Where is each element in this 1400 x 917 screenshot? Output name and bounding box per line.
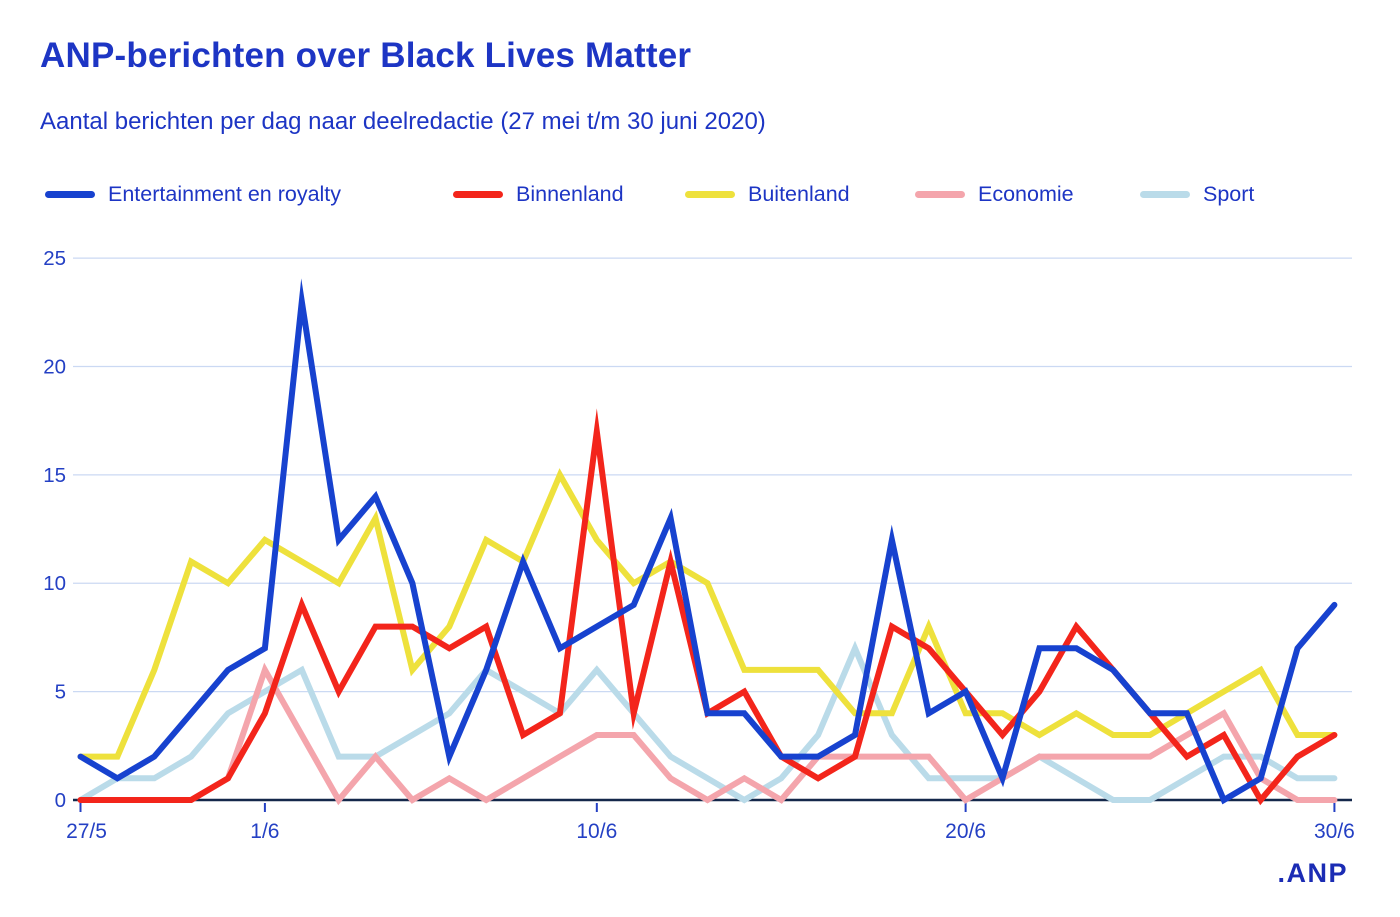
legend-label: Buitenland bbox=[748, 181, 850, 206]
legend-item-2: Buitenland bbox=[685, 181, 850, 207]
series-line-entertainment-en-royalty bbox=[77, 278, 1338, 805]
y-axis-label-25: 25 bbox=[43, 247, 66, 270]
legend-label: Economie bbox=[978, 181, 1074, 206]
x-axis-label-30/6: 30/6 bbox=[1314, 820, 1355, 843]
legend: Entertainment en royalty Binnenland Buiten… bbox=[0, 181, 1400, 207]
legend-label: Binnenland bbox=[516, 181, 624, 206]
x-axis-label-1/6: 1/6 bbox=[250, 820, 279, 843]
legend-label: Sport bbox=[1203, 181, 1255, 206]
x-axis-label-27/5: 27/5 bbox=[66, 820, 107, 843]
x-axis-label-20/6: 20/6 bbox=[945, 820, 986, 843]
y-axis-label-0: 0 bbox=[55, 789, 66, 812]
legend-label: Entertainment en royalty bbox=[108, 181, 342, 206]
legend-item-0: Entertainment en royalty bbox=[45, 181, 341, 207]
y-axis-label-20: 20 bbox=[43, 355, 66, 378]
legend-swatch-icon bbox=[1140, 190, 1190, 198]
legend-item-4: Sport bbox=[1140, 181, 1254, 207]
series-line-sport bbox=[77, 640, 1338, 804]
legend-swatch-icon bbox=[45, 190, 95, 198]
x-axis-label-10/6: 10/6 bbox=[576, 820, 617, 843]
y-axis-label-15: 15 bbox=[43, 464, 66, 487]
legend-item-3: Economie bbox=[915, 181, 1074, 207]
legend-item-1: Binnenland bbox=[453, 181, 624, 207]
legend-swatch-icon bbox=[453, 190, 503, 198]
series-line-economie bbox=[77, 662, 1338, 806]
series-line-buitenland bbox=[77, 468, 1338, 760]
page-title: ANP-berichten over Black Lives Matter bbox=[40, 36, 692, 75]
y-axis-label-5: 5 bbox=[55, 681, 66, 704]
chart-subtitle: Aantal berichten per dag naar deelredact… bbox=[40, 108, 766, 135]
legend-swatch-icon bbox=[915, 190, 965, 198]
legend-swatch-icon bbox=[685, 190, 735, 198]
y-axis-label-10: 10 bbox=[43, 572, 66, 595]
anp-logo: .ANP bbox=[1277, 858, 1348, 888]
